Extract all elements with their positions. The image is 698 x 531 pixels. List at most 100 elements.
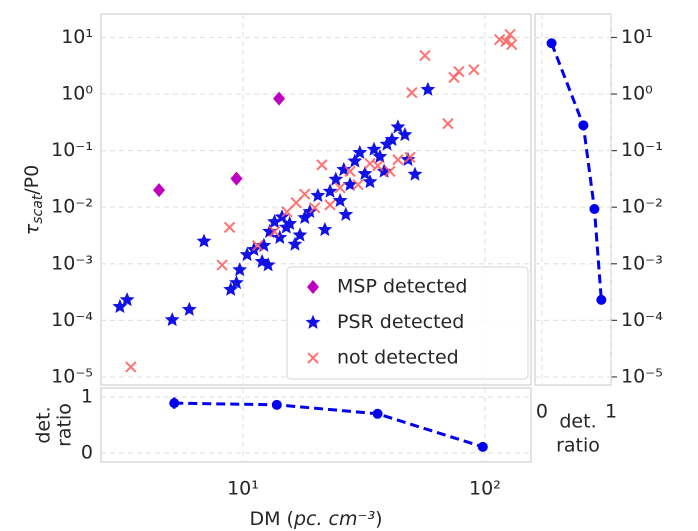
x-marker [309,201,321,214]
x-marker [223,221,236,234]
star-marker [164,312,180,327]
diamond-marker [153,183,166,198]
star-marker [232,262,248,277]
y-tick-label: 10⁻² [621,196,663,218]
point [271,399,282,410]
y-axis-label: ratio [54,403,76,447]
star-marker [181,301,197,316]
star-marker [362,174,378,189]
diamond-marker [307,280,319,294]
star-marker [229,275,244,290]
star-marker [322,183,338,198]
panel: 0 1 10¹ 10² det. ratio DM (pc. cm⁻³) [33,385,532,530]
star-marker [390,119,406,134]
x-marker [419,49,431,62]
x-marker [404,151,416,164]
star-marker [347,153,363,168]
star-marker [352,144,368,159]
x-tick-label: 1 [605,401,617,423]
point [477,441,488,452]
diamond-marker [273,91,286,106]
star-marker [310,187,326,202]
point [546,38,557,49]
y-tick-label: 0 [81,442,93,464]
star-marker [287,236,303,251]
x-axis-label: ratio [556,435,600,457]
star-marker [196,233,212,248]
x-tick-label: 0 [536,401,548,423]
x-marker [504,28,516,41]
x-tick-label: 10¹ [227,478,259,500]
x-marker [334,182,346,194]
x-marker [344,165,356,178]
star-marker [282,215,298,231]
data-line [550,42,603,301]
x-marker [307,352,319,364]
diamond-marker [230,171,243,186]
star-marker [317,221,333,237]
star-marker [357,165,373,181]
x-axis-label-part: pc. cm⁻³ [293,508,375,530]
y-tick-label: 10⁻⁵ [51,365,93,387]
x-marker [364,157,376,170]
x-marker [500,35,512,48]
y-tick-label: 10⁻⁵ [621,365,663,387]
y-tick-label: 10⁻³ [621,252,663,274]
x-marker [316,159,328,171]
x-axis-label: det. [559,411,596,433]
star-marker [305,314,321,329]
y-tick-label: 1 [81,385,93,407]
legend-label: not detected [337,347,459,369]
x-marker [281,206,293,218]
x-marker [216,259,228,271]
star-marker [119,292,135,307]
y-tick-label: 10⁻⁴ [621,309,663,331]
y-tick-label: 10¹ [621,26,653,48]
data-line [174,401,484,449]
x-marker [493,33,506,46]
plot-frame [534,13,612,386]
x-marker [406,86,418,99]
star-marker [372,148,388,164]
star-marker [384,131,400,147]
panel: 10⁻⁵ 10⁻⁴ 10⁻³ 10⁻² 10⁻¹ 10⁰ 10¹ τscat/P0 MSP de… [21,13,532,387]
x-marker [468,63,480,76]
y-axis-label-part: τ [21,223,43,235]
y-tick-label: 10¹ [61,26,93,48]
y-tick-label: 10⁰ [61,83,93,105]
star-marker [292,227,308,242]
star-marker [336,161,352,177]
x-marker [324,199,336,211]
x-axis-label: DM (pc. cm⁻³) [249,508,382,530]
plot-frame [100,387,532,463]
x-axis-label-part: DM ( [249,508,293,530]
point [169,398,180,409]
x-marker [453,65,465,78]
y-axis-label: τscat/P0 [21,165,47,235]
x-marker [372,160,384,172]
x-tick-label: 10² [469,478,501,500]
point [589,203,600,214]
x-marker [290,197,302,209]
star-marker [338,206,354,221]
y-axis-label-sub: scat [30,194,46,224]
y-tick-label: 10⁻¹ [51,139,93,161]
legend: MSP detected PSR detected not detected [286,266,529,380]
legend-label: MSP detected [337,276,468,298]
star-marker [260,257,276,272]
x-marker [384,165,396,178]
legend-label: PSR detected [337,311,464,333]
point [578,120,589,131]
x-marker [352,178,364,191]
star-marker [397,127,413,142]
y-tick-label: 10⁻⁴ [51,309,93,331]
y-axis-label: det. [33,406,55,443]
star-marker [407,166,423,181]
x-marker [299,188,311,200]
x-marker [251,239,264,252]
x-marker [442,117,454,130]
legend-box [286,266,529,380]
star-marker [366,141,382,156]
y-tick-label: 10⁰ [621,83,653,105]
star-marker [332,192,348,208]
